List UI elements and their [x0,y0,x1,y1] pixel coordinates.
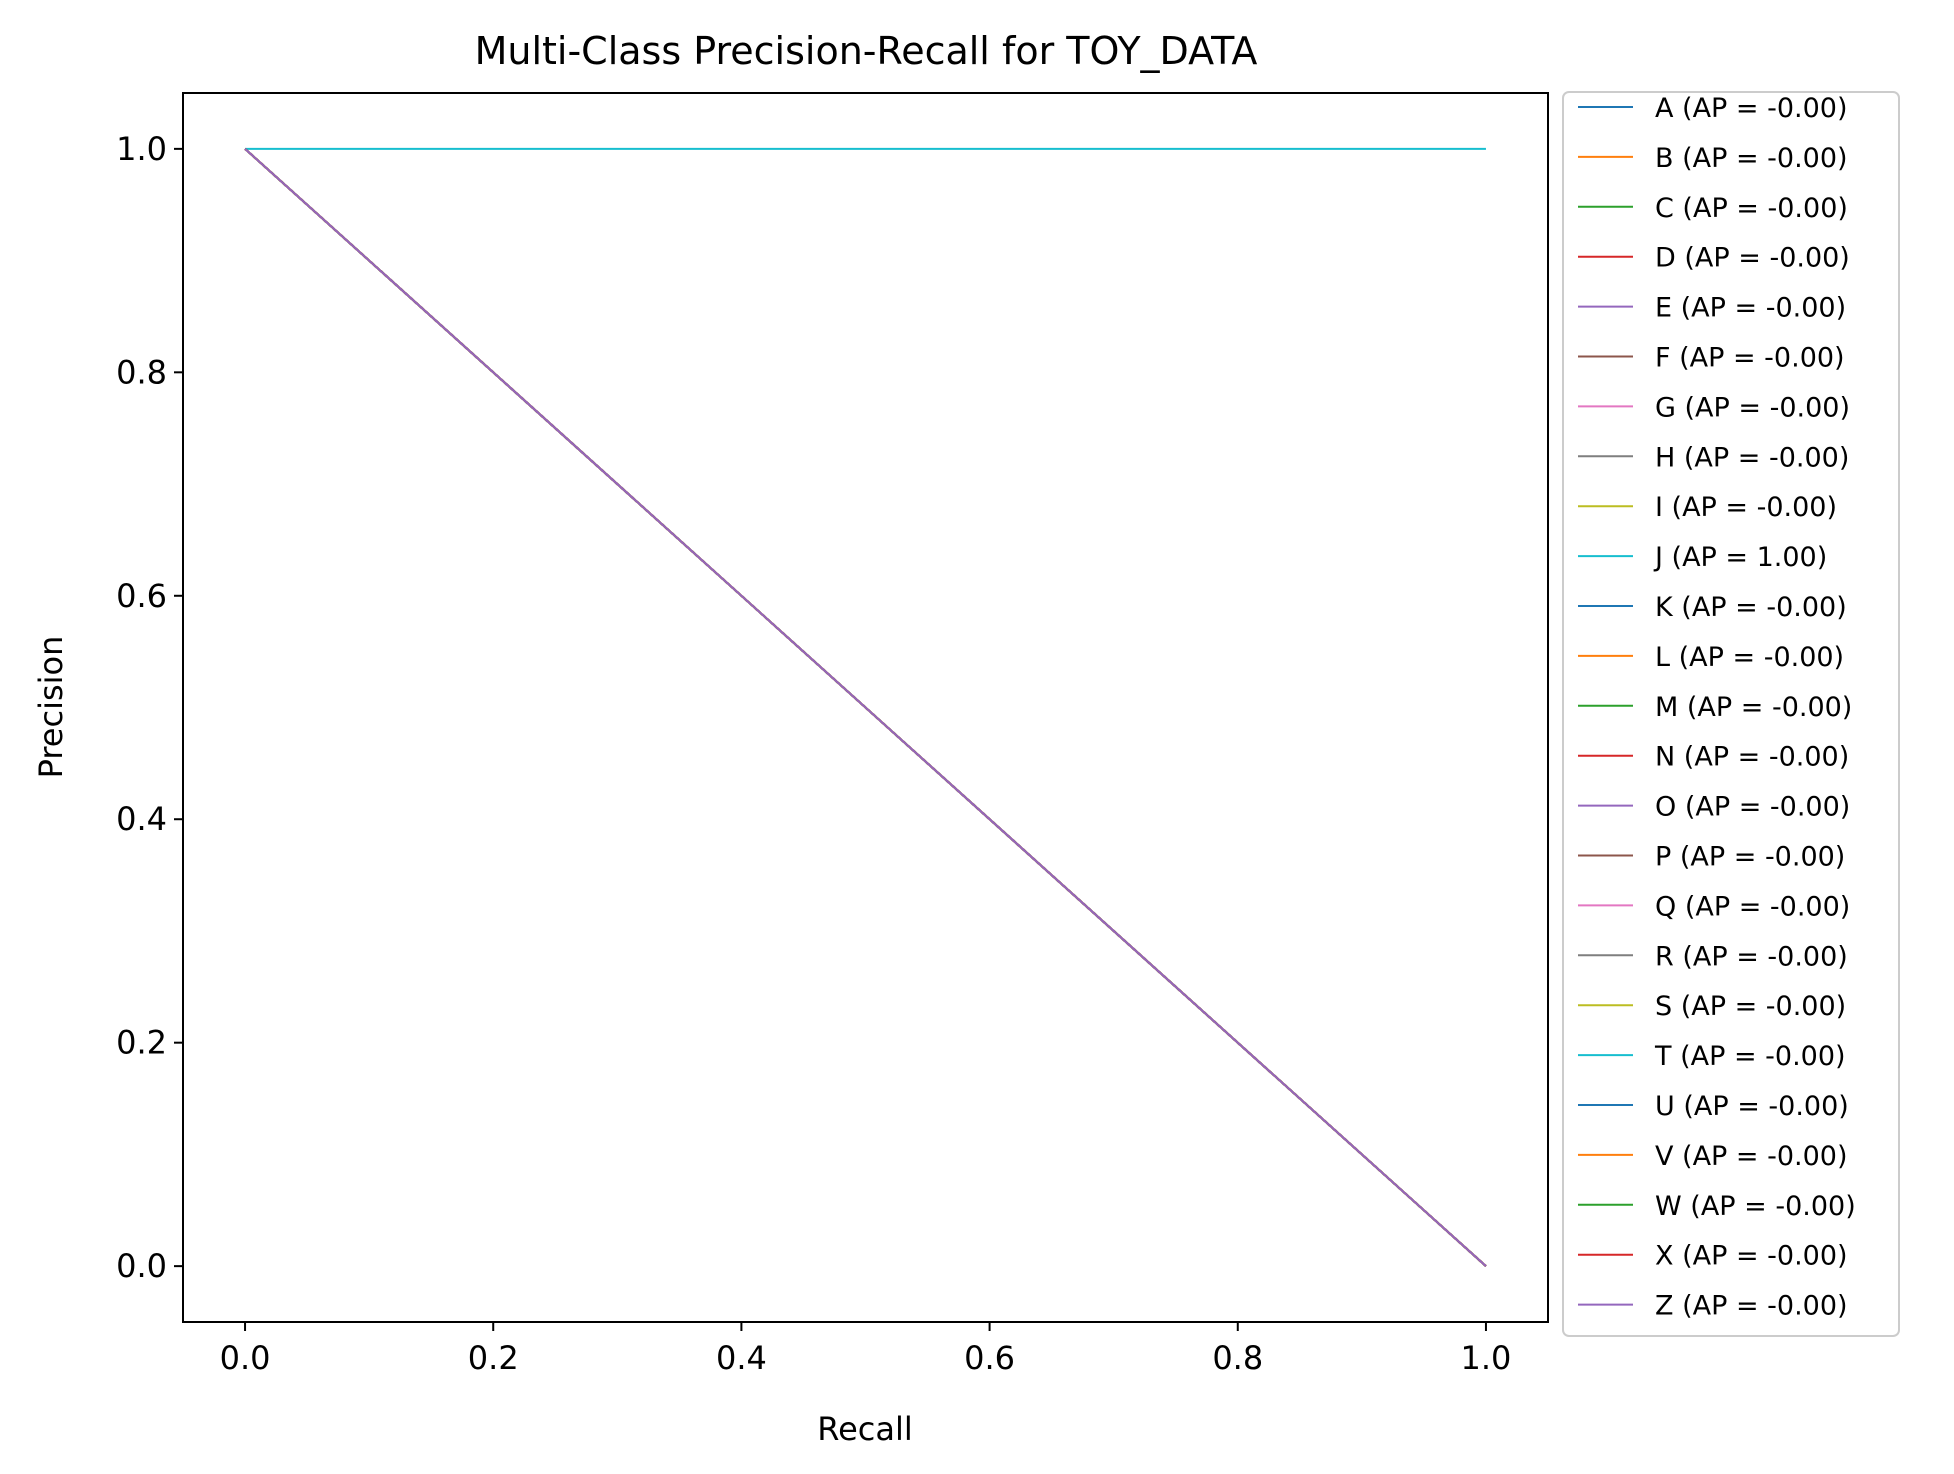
chart-title: Multi-Class Precision-Recall for TOY_DAT… [475,29,1258,73]
x-tick-label: 0.2 [468,1339,519,1377]
legend-label-c: C (AP = -0.00) [1655,193,1848,224]
y-axis-label: Precision [32,636,70,779]
x-axis-label: Recall [817,1410,912,1448]
y-tick-label: 0.8 [116,353,167,391]
legend-label-h: H (AP = -0.00) [1655,442,1849,473]
plot-lines [244,147,1487,1267]
y-tick-label: 0.4 [116,800,167,838]
x-tick-label: 0.4 [716,1339,767,1377]
legend-label-e: E (AP = -0.00) [1655,293,1846,324]
legend-label-r: R (AP = -0.00) [1655,941,1848,972]
y-axis: 0.0 0.2 0.4 0.6 0.8 1.0 [116,130,183,1285]
legend-label-o: O (AP = -0.00) [1655,792,1850,823]
x-tick-label: 0.0 [220,1339,271,1377]
legend-label-k: K (AP = -0.00) [1655,592,1847,623]
legend-label-u: U (AP = -0.00) [1655,1091,1849,1122]
legend-label-l: L (AP = -0.00) [1655,642,1844,673]
y-tick-label: 0.6 [116,577,167,615]
legend-label-p: P (AP = -0.00) [1655,842,1845,873]
legend-label-d: D (AP = -0.00) [1655,243,1850,274]
y-tick-label: 0.2 [116,1024,167,1062]
y-tick-label: 0.0 [116,1247,167,1285]
legend-label-z: Z (AP = -0.00) [1655,1291,1848,1322]
legend-label-i: I (AP = -0.00) [1655,492,1837,523]
legend-label-b: B (AP = -0.00) [1655,143,1848,174]
legend-label-f: F (AP = -0.00) [1655,343,1845,374]
legend: A (AP = -0.00) B (AP = -0.00) C (AP = -0.0… [1578,93,1856,1322]
legend-label-v: V (AP = -0.00) [1655,1141,1848,1172]
x-tick-label: 0.6 [964,1339,1015,1377]
legend-label-n: N (AP = -0.00) [1655,742,1849,773]
series-line-z [244,148,1487,1267]
x-tick-label: 1.0 [1461,1339,1512,1377]
legend-label-j: J (AP = 1.00) [1653,542,1827,573]
legend-label-a: A (AP = -0.00) [1655,93,1848,124]
legend-label-s: S (AP = -0.00) [1655,991,1846,1022]
legend-box [1562,91,1900,1337]
legend-label-g: G (AP = -0.00) [1655,392,1850,423]
legend-label-t: T (AP = -0.00) [1654,1041,1846,1072]
y-tick-label: 1.0 [116,130,167,168]
x-axis: 0.0 0.2 0.4 0.6 0.8 1.0 [220,1322,1512,1377]
legend-label-q: Q (AP = -0.00) [1655,891,1850,922]
legend-label-m: M (AP = -0.00) [1655,692,1852,723]
plot-frame [182,92,1549,1323]
x-tick-label: 0.8 [1212,1339,1263,1377]
legend-label-w: W (AP = -0.00) [1655,1191,1856,1222]
legend-label-x: X (AP = -0.00) [1655,1241,1848,1272]
